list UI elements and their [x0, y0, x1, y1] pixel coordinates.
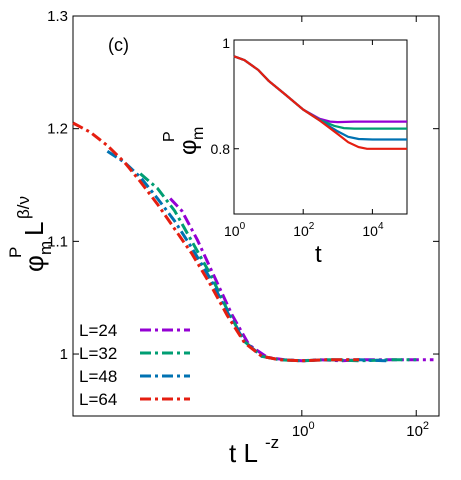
- main-x-tick-label: 102: [406, 420, 429, 440]
- legend: L=24 L=32 L=48 L=64: [79, 321, 190, 409]
- legend-label: L=24: [79, 321, 117, 340]
- main-y-axis-label-superscript: P: [6, 247, 25, 258]
- inset-y-axis-label-subscript: m: [190, 127, 207, 140]
- main-ticks: [73, 15, 439, 416]
- inset-x-tick-exponent: 0: [240, 221, 246, 232]
- inset-x-tick-base: 10: [293, 223, 309, 239]
- inset-x-tick-exponent: 4: [378, 221, 384, 232]
- inset-plot-frame: [233, 39, 408, 215]
- main-x-axis-label-exponent: -z: [265, 433, 279, 452]
- inset-x-tick-label: 104: [362, 221, 384, 239]
- inset-y-tick-label: 0.8: [211, 141, 231, 157]
- main-y-tick-label: 1.3: [47, 8, 68, 25]
- inset-y-tick-label: 1: [222, 35, 230, 51]
- inset-x-tick-base: 10: [224, 223, 240, 239]
- main-plot-frame: [72, 15, 440, 417]
- inset-y-axis-label: φ m P: [161, 127, 207, 155]
- main-x-axis-label: t L -z: [229, 433, 279, 468]
- main-y-axis-label-L: L: [19, 222, 49, 236]
- main-y-axis-label: φ m P L β/ν: [6, 196, 55, 272]
- main-y-axis-label-subscript: m: [36, 241, 55, 255]
- inset-x-tick-label: 102: [293, 221, 315, 239]
- inset-series-line-L=64: [233, 55, 407, 150]
- inset-x-tick-base: 10: [362, 223, 378, 239]
- inset-x-axis-label: t: [315, 241, 322, 268]
- inset-series-group: [233, 55, 407, 150]
- main-x-tick-base: 10: [406, 423, 423, 440]
- main-y-tick-label: 1: [60, 346, 68, 363]
- main-series-group: [72, 121, 434, 363]
- main-y-axis-label-phi: φ: [19, 255, 49, 272]
- main-series-line-L=64: [72, 121, 359, 363]
- main-x-tick-exponent: 0: [309, 420, 315, 432]
- inset-y-axis-label-superscript: P: [161, 131, 178, 142]
- inset-x-tick-exponent: 2: [309, 221, 315, 232]
- main-y-axis-label-L-exponent: β/ν: [14, 196, 33, 219]
- main-y-tick-label: 1.1: [47, 233, 68, 250]
- inset-x-tick-label: 100: [224, 221, 246, 239]
- main-x-tick-label: 100: [292, 420, 315, 440]
- main-x-tick-base: 10: [292, 423, 309, 440]
- panel-label: (c): [108, 35, 129, 55]
- inset-y-axis-label-phi: φ: [175, 139, 202, 155]
- legend-label: L=48: [79, 367, 117, 386]
- legend-label: L=64: [79, 390, 117, 409]
- main-x-axis-label-base: t L: [229, 438, 258, 468]
- legend-label: L=32: [79, 344, 117, 363]
- main-y-tick-label: 1.2: [47, 121, 68, 138]
- main-x-tick-exponent: 2: [423, 420, 429, 432]
